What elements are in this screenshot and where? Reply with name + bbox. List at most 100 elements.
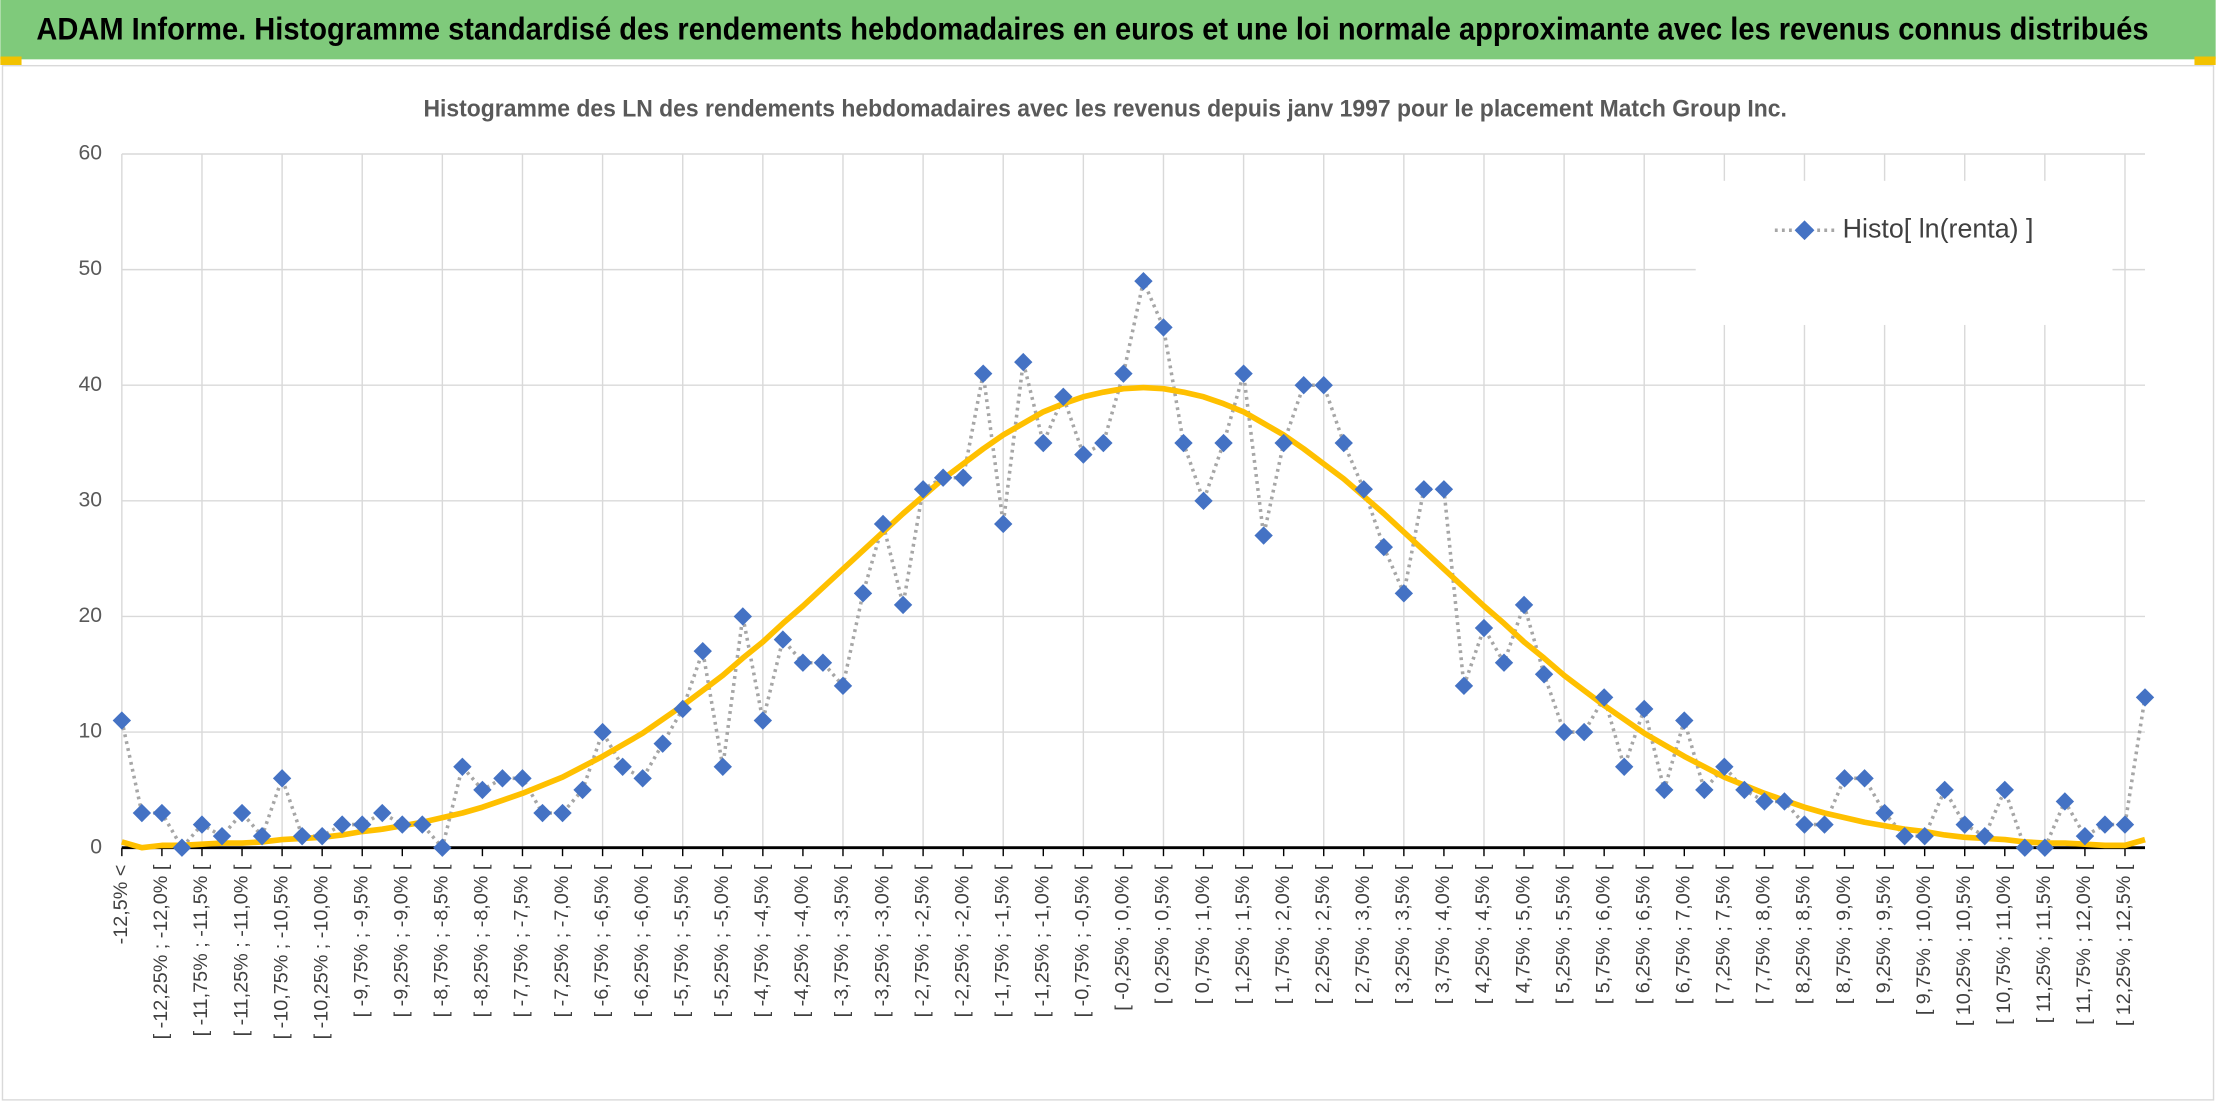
data-point (853, 584, 873, 603)
data-point (1534, 665, 1554, 684)
data-point (292, 826, 312, 846)
x-tick-label: [ 12,25% ; 12,5% [ (2113, 864, 2135, 1026)
x-tick-label: [ -8,25% ; -8,0% [ (471, 864, 493, 1017)
data-point (873, 514, 893, 534)
data-point (573, 780, 592, 800)
data-point (1715, 757, 1734, 776)
data-point (1995, 780, 2014, 800)
x-tick-label: [ -6,75% ; -6,5% [ (591, 864, 613, 1017)
data-point (393, 815, 412, 834)
data-point (613, 757, 632, 776)
data-point (833, 676, 853, 696)
data-point (1314, 376, 1333, 395)
x-tick-label: [ -1,75% ; -1,5% [ (991, 864, 1013, 1017)
x-tick-label: [ 0,25% ; 0,5% [ (1152, 864, 1174, 1004)
x-tick-label: [ 1,75% ; 2,0% [ (1272, 864, 1294, 1004)
data-point (353, 815, 372, 834)
x-tick-label: [ -3,75% ; -3,5% [ (831, 864, 853, 1017)
x-tick-label: [ 6,75% ; 7,0% [ (1673, 864, 1695, 1004)
x-tick-label: [ 7,75% ; 8,0% [ (1753, 864, 1775, 1004)
x-tick-label: [ -4,25% ; -4,0% [ (791, 864, 813, 1017)
data-point (1775, 792, 1794, 811)
x-tick-label: [ -10,25% ; -10,0% [ (310, 864, 332, 1039)
data-point (333, 815, 352, 834)
x-tick-label: [ -10,75% ; -10,5% [ (270, 864, 292, 1039)
x-tick-label: [ 5,25% ; 5,5% [ (1552, 864, 1574, 1004)
data-point (974, 364, 993, 383)
y-tick-label: 10 (78, 720, 102, 743)
x-tick-label: [ -0,75% ; -0,5% [ (1072, 864, 1094, 1017)
x-tick-label: [ 5,75% ; 6,0% [ (1592, 864, 1614, 1004)
x-tick-label: -12,5% < (110, 865, 132, 945)
data-point (513, 769, 532, 788)
data-point (1755, 792, 1774, 811)
x-tick-label: [ 3,25% ; 3,5% [ (1392, 864, 1414, 1004)
data-point (813, 653, 833, 672)
data-point (933, 468, 953, 487)
data-point (1615, 757, 1634, 776)
x-tick-label: [ 2,25% ; 2,5% [ (1312, 864, 1334, 1004)
data-point (272, 769, 292, 788)
legend-box (1695, 180, 2113, 325)
data-point (953, 468, 973, 487)
data-point (1254, 526, 1273, 545)
data-point (1434, 480, 1454, 499)
data-point (653, 734, 672, 753)
x-tick-label: [ -3,25% ; -3,0% [ (871, 864, 893, 1017)
data-point (1675, 711, 1694, 730)
data-point (693, 641, 712, 661)
data-point (1154, 318, 1173, 337)
x-tick-label: [ -0,25% ; 0,0% [ (1112, 864, 1134, 1011)
data-point (1214, 433, 1233, 453)
x-tick-label: [ -9,75% ; -9,5% [ (350, 864, 372, 1017)
data-point (753, 711, 773, 730)
data-point (1454, 676, 1474, 696)
data-point (1935, 780, 1954, 800)
data-point (1915, 826, 1934, 846)
data-point (2055, 792, 2075, 811)
x-tick-label: [ -5,25% ; -5,0% [ (711, 864, 733, 1017)
data-point (192, 815, 212, 834)
data-point (1835, 769, 1854, 788)
x-tick-label: [ 11,75% ; 12,0% [ (2073, 864, 2095, 1025)
data-point (172, 838, 192, 857)
data-point (1815, 815, 1834, 834)
data-point (913, 480, 933, 499)
y-tick-label: 0 (90, 835, 102, 858)
x-tick-label: [ -11,75% ; -11,5% [ (190, 864, 212, 1036)
x-tick-label: [ 7,25% ; 7,5% [ (1713, 864, 1735, 1004)
x-tick-label: [ 8,75% ; 9,0% [ (1833, 864, 1855, 1004)
data-point (232, 803, 252, 823)
data-point (1494, 653, 1514, 672)
x-tick-label: [ -12,25% ; -12,0% [ (150, 864, 172, 1039)
data-point (1374, 537, 1394, 557)
data-point (413, 815, 432, 834)
data-point (713, 757, 732, 776)
y-tick-label: 30 (78, 488, 102, 511)
x-tick-label: [ -7,25% ; -7,0% [ (551, 864, 573, 1017)
data-point (1875, 803, 1894, 823)
data-point (1074, 445, 1093, 464)
data-point (1234, 364, 1253, 383)
x-tick-label: [ -2,75% ; -2,5% [ (911, 864, 933, 1017)
x-tick-label: [ -7,75% ; -7,5% [ (511, 864, 533, 1017)
data-point (994, 514, 1013, 534)
legend-marker (1794, 220, 1815, 241)
data-point (132, 803, 152, 823)
data-point (312, 826, 332, 846)
data-point (1414, 480, 1434, 499)
x-tick-label: [ -5,75% ; -5,5% [ (671, 864, 693, 1017)
data-point (553, 803, 572, 823)
data-point (1394, 584, 1414, 603)
data-point (493, 769, 512, 788)
data-point (773, 630, 793, 649)
data-point (1735, 780, 1754, 800)
data-point (1895, 826, 1914, 846)
data-point (1114, 364, 1133, 383)
data-point (1094, 433, 1113, 453)
data-point (1695, 780, 1714, 800)
data-point (1655, 780, 1674, 800)
x-tick-label: [ 6,25% ; 6,5% [ (1632, 864, 1654, 1004)
data-point (1134, 271, 1153, 291)
